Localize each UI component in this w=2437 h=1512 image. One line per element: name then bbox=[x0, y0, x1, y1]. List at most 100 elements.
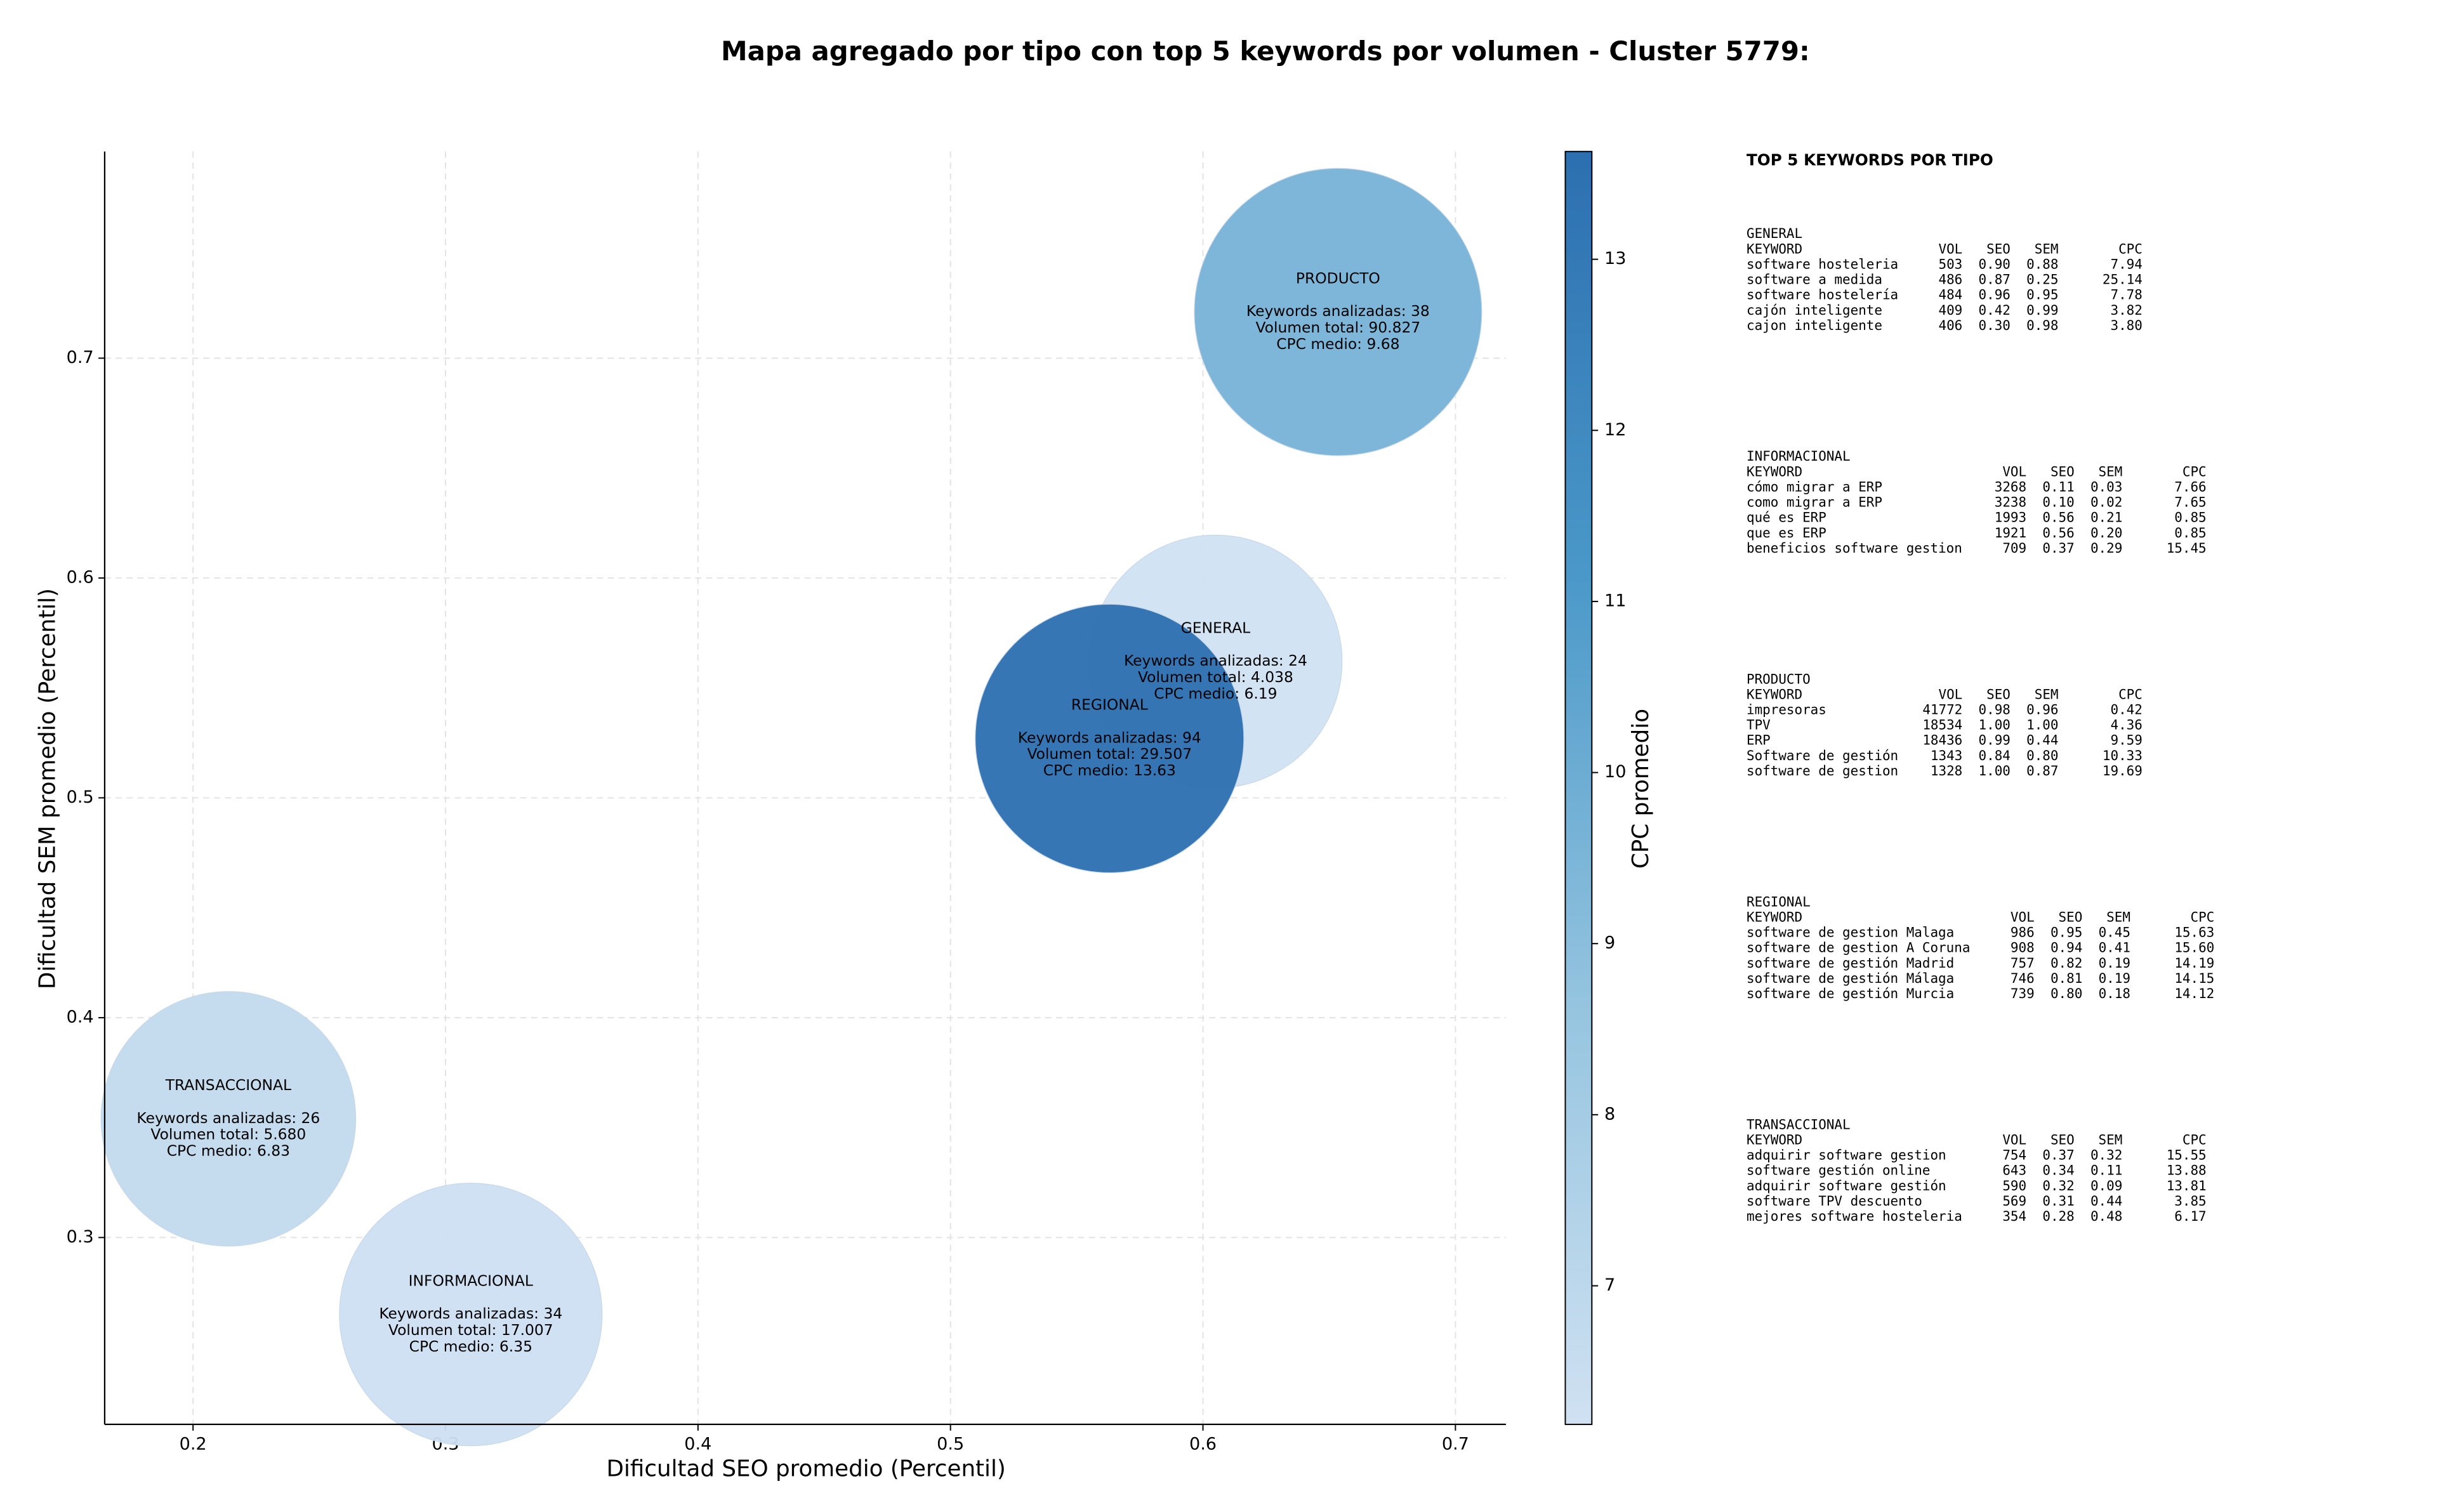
bubble-volume: Volumen total: 4.038 bbox=[1138, 668, 1293, 686]
table-cell: 9.59 bbox=[2110, 733, 2142, 748]
table-cell: 0.80 bbox=[2026, 748, 2058, 763]
y-tick-label: 0.5 bbox=[67, 787, 94, 807]
table-cell: 709 bbox=[2002, 541, 2026, 556]
group-title: INFORMACIONAL bbox=[1747, 449, 1851, 464]
table-cell: 13.81 bbox=[2167, 1178, 2207, 1193]
bubble-name: REGIONAL bbox=[1071, 696, 1148, 714]
bubble-volume: Volumen total: 17.007 bbox=[388, 1321, 553, 1339]
colorbar-tick-label: 13 bbox=[1604, 249, 1626, 268]
table-header: SEM bbox=[2099, 464, 2123, 479]
table-cell: 0.29 bbox=[2090, 541, 2122, 556]
bubble-cpc: CPC medio: 9.68 bbox=[1276, 335, 1399, 353]
table-cell: 0.03 bbox=[2090, 479, 2122, 494]
table-cell: 0.45 bbox=[2099, 925, 2130, 940]
table-cell: 0.18 bbox=[2099, 986, 2130, 1001]
table-cell: 486 bbox=[1939, 272, 1963, 287]
bubble-keywords: Keywords analizadas: 34 bbox=[379, 1305, 562, 1322]
table-cell: Software de gestión bbox=[1747, 748, 1898, 763]
bubble-volume: Volumen total: 5.680 bbox=[150, 1126, 306, 1143]
y-tick-label: 0.4 bbox=[67, 1007, 94, 1027]
bubble bbox=[975, 603, 1245, 874]
table-cell: 3.85 bbox=[2174, 1193, 2206, 1209]
table-header: KEYWORD bbox=[1747, 687, 1802, 702]
table-cell: 569 bbox=[2002, 1193, 2026, 1209]
table-cell: 1.00 bbox=[1979, 718, 2011, 733]
table-cell: 3.80 bbox=[2110, 318, 2142, 333]
x-tick-label: 0.2 bbox=[180, 1434, 207, 1454]
table-cell: 6.17 bbox=[2174, 1209, 2206, 1224]
table-header: CPC bbox=[2183, 464, 2207, 479]
table-cell: TPV bbox=[1747, 718, 1771, 733]
table-cell: 0.82 bbox=[2051, 956, 2082, 971]
table-cell: 15.60 bbox=[2174, 940, 2214, 956]
table-cell: 0.21 bbox=[2090, 510, 2122, 525]
table-cell: 0.09 bbox=[2090, 1178, 2122, 1193]
table-header: KEYWORD bbox=[1747, 464, 1802, 479]
group-title: PRODUCTO bbox=[1747, 671, 1811, 687]
table-cell: 15.45 bbox=[2167, 541, 2207, 556]
table-cell: 0.42 bbox=[2110, 702, 2142, 718]
chart-title: Mapa agregado por tipo con top 5 keyword… bbox=[721, 36, 1810, 67]
table-cell: 41772 bbox=[1922, 702, 1962, 718]
table-header: KEYWORD bbox=[1747, 1132, 1802, 1147]
bubble-cpc: CPC medio: 6.83 bbox=[167, 1141, 290, 1159]
bubble-keywords: Keywords analizadas: 26 bbox=[136, 1109, 320, 1127]
table-cell: 0.85 bbox=[2174, 525, 2206, 541]
table-header: VOL bbox=[1939, 241, 1963, 256]
bubble bbox=[1194, 168, 1483, 456]
table-cell: 484 bbox=[1939, 287, 1963, 303]
table-cell: 0.85 bbox=[2174, 510, 2206, 525]
table-header: CPC bbox=[2191, 909, 2215, 924]
table-cell: adquirir software gestion bbox=[1747, 1148, 1946, 1163]
bubble-name: TRANSACCIONAL bbox=[165, 1076, 291, 1094]
group-title: REGIONAL bbox=[1747, 894, 1811, 909]
table-cell: 14.19 bbox=[2174, 956, 2214, 971]
table-cell: beneficios software gestion bbox=[1747, 541, 1962, 556]
table-cell: 986 bbox=[2011, 925, 2035, 940]
bubble-cpc: CPC medio: 13.63 bbox=[1043, 761, 1176, 779]
table-cell: 0.44 bbox=[2026, 733, 2058, 748]
table-cell: 0.30 bbox=[1979, 318, 2011, 333]
table-header: KEYWORD bbox=[1747, 909, 1802, 924]
table-cell: 13.88 bbox=[2167, 1163, 2207, 1178]
table-header: SEM bbox=[2099, 1132, 2123, 1147]
table-cell: software de gestión Málaga bbox=[1747, 971, 1954, 986]
table-cell: software TPV descuento bbox=[1747, 1193, 1922, 1209]
table-cell: software de gestión Madrid bbox=[1747, 956, 1954, 971]
x-tick-label: 0.6 bbox=[1189, 1434, 1217, 1454]
table-cell: 0.32 bbox=[2042, 1178, 2074, 1193]
table-cell: 0.37 bbox=[2042, 541, 2074, 556]
bubble-keywords: Keywords analizadas: 38 bbox=[1246, 302, 1430, 320]
y-tick-label: 0.7 bbox=[67, 348, 94, 367]
table-cell: mejores software hosteleria bbox=[1747, 1209, 1962, 1224]
table-cell: 354 bbox=[2002, 1209, 2026, 1224]
y-tick-label: 0.3 bbox=[67, 1227, 94, 1247]
table-cell: 0.48 bbox=[2090, 1209, 2122, 1224]
colorbar-tick-label: 8 bbox=[1604, 1104, 1615, 1124]
table-cell: 0.31 bbox=[2042, 1193, 2074, 1209]
table-cell: 7.65 bbox=[2174, 495, 2206, 510]
x-tick-label: 0.4 bbox=[684, 1434, 711, 1454]
table-cell: 3238 bbox=[1995, 495, 2026, 510]
table-cell: 7.66 bbox=[2174, 479, 2206, 494]
table-cell: 15.63 bbox=[2174, 925, 2214, 940]
table-cell: adquirir software gestión bbox=[1747, 1178, 1946, 1193]
table-cell: cajon inteligente bbox=[1747, 318, 1882, 333]
table-header: VOL bbox=[1939, 687, 1963, 702]
table-header: SEM bbox=[2106, 909, 2130, 924]
table-cell: 0.56 bbox=[2042, 525, 2074, 541]
table-cell: 1921 bbox=[1995, 525, 2026, 541]
table-cell: 10.33 bbox=[2103, 748, 2143, 763]
table-cell: software de gestion bbox=[1747, 763, 1898, 779]
table-cell: 739 bbox=[2011, 986, 2035, 1001]
table-cell: 14.15 bbox=[2174, 971, 2214, 986]
table-cell: 0.84 bbox=[1979, 748, 2011, 763]
table-cell: 0.11 bbox=[2042, 479, 2074, 494]
table-header: SEM bbox=[2035, 241, 2059, 256]
table-cell: 3.82 bbox=[2110, 303, 2142, 318]
bubble-cpc: CPC medio: 6.35 bbox=[409, 1338, 532, 1355]
table-cell: ERP bbox=[1747, 733, 1771, 748]
table-cell: 757 bbox=[2011, 956, 2035, 971]
bubble-name: INFORMACIONAL bbox=[409, 1272, 533, 1289]
